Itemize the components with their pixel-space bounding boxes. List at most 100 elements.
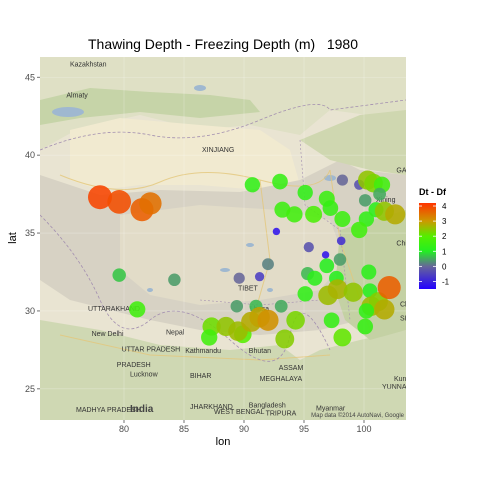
map-attribution: Map data ©2014 AutoNavi, Google <box>311 412 404 419</box>
map-label: PRADESH <box>117 362 151 369</box>
data-point <box>274 299 288 313</box>
data-point <box>286 311 305 330</box>
map-label: XINJIANG <box>202 147 234 154</box>
map-label: New Delhi <box>92 331 124 338</box>
data-point <box>336 236 346 246</box>
data-point <box>230 300 244 313</box>
color-legend: Dt - Df 4 3 2 1 0 -1 <box>419 187 450 289</box>
data-point <box>297 184 313 201</box>
data-point <box>272 227 281 236</box>
map-label: UTTARAKHAND <box>88 306 140 313</box>
map-label: Chengdu <box>400 301 429 308</box>
data-point <box>321 251 330 259</box>
map-label: Kathmandu <box>185 348 221 355</box>
legend-tick-label: -1 <box>442 277 450 286</box>
map-label: Chi <box>396 241 407 248</box>
y-tick-label: 35 <box>25 228 35 238</box>
y-tick-label: 40 <box>25 150 35 160</box>
legend-colorbar <box>419 203 436 289</box>
data-point <box>357 318 374 335</box>
data-point <box>254 272 265 282</box>
data-point <box>272 173 288 190</box>
x-axis-title: lon <box>216 436 231 448</box>
map-label: UTTAR PRADESH <box>122 346 181 353</box>
legend-tick-label: 2 <box>442 232 447 241</box>
x-tick-label: 85 <box>179 424 189 434</box>
map-label: YUNNAN <box>382 384 412 391</box>
data-point <box>112 268 126 282</box>
data-point <box>333 328 352 347</box>
map-label: Bangladesh <box>249 403 286 410</box>
map-label: SICHUAN <box>400 315 432 322</box>
data-point <box>286 206 303 223</box>
data-point <box>168 273 181 287</box>
data-point <box>333 253 347 266</box>
x-tick-label: 90 <box>239 424 249 434</box>
data-point <box>343 282 363 302</box>
legend-tick-label: 4 <box>442 202 447 211</box>
map-label: Bhutan <box>249 348 271 355</box>
data-point <box>319 258 335 274</box>
map-label: TRIPURA <box>266 410 297 417</box>
map-label: MEGHALAYA <box>260 376 303 383</box>
y-axis-title: lat <box>7 232 19 244</box>
legend-tick-label: 3 <box>442 217 447 226</box>
y-axis: 25 30 35 40 45 <box>25 72 40 394</box>
map-label: WEST BENGAL <box>214 409 265 416</box>
data-point <box>129 301 146 318</box>
y-tick-label: 30 <box>25 306 35 316</box>
map-label: TIBET <box>238 286 259 293</box>
x-axis: 80 85 90 95 100 <box>119 420 372 434</box>
data-point <box>233 272 245 284</box>
data-point <box>358 194 372 207</box>
data-point <box>334 211 351 228</box>
map-label: MADHYA PRADESH <box>76 407 141 414</box>
map-label: Kunming <box>394 376 422 383</box>
map-label: Myanmar <box>316 406 346 413</box>
data-point <box>139 192 162 215</box>
legend-title: Dt - Df <box>419 187 447 197</box>
map-label: BIHAR <box>190 373 211 380</box>
data-point <box>88 185 112 210</box>
data-point <box>373 187 386 201</box>
data-point <box>374 299 395 320</box>
data-point <box>201 329 218 346</box>
x-tick-label: 95 <box>299 424 309 434</box>
data-point <box>351 221 368 239</box>
map-label: Nepal <box>166 329 185 336</box>
data-point <box>262 258 274 271</box>
data-point <box>107 190 132 214</box>
map-label: Xining <box>376 197 396 204</box>
chart-title: Thawing Depth - Freezing Depth (m) 1980 <box>87 36 358 52</box>
data-point <box>327 279 348 300</box>
map-label: ASSAM <box>279 365 304 372</box>
y-tick-label: 25 <box>25 384 35 394</box>
map-label: Almaty <box>66 93 88 100</box>
data-point <box>297 286 313 302</box>
y-tick-label: 45 <box>25 72 35 82</box>
data-point <box>257 309 279 331</box>
data-point <box>377 276 401 300</box>
x-tick-label: 100 <box>356 424 371 434</box>
data-point <box>358 303 375 319</box>
data-point <box>305 205 323 223</box>
map-label-country: India <box>130 404 154 415</box>
map-label: Kazakhstan <box>70 61 107 68</box>
legend-tick-label: 0 <box>442 262 447 271</box>
map-label: JHARKHAND <box>190 404 233 411</box>
map-label: GANSU <box>396 167 421 174</box>
x-tick-label: 80 <box>119 424 129 434</box>
map-label: Lucknow <box>130 371 159 378</box>
map-background: Kazakhstan Almaty XINJIANG TIBET Nepal Kathma… <box>40 57 432 420</box>
data-point <box>244 177 261 193</box>
data-points <box>88 170 406 349</box>
legend-tick-label: 1 <box>442 247 447 256</box>
data-point <box>385 204 406 225</box>
data-point <box>361 264 377 280</box>
data-point <box>323 312 340 329</box>
data-point <box>307 270 323 286</box>
data-point <box>275 329 295 349</box>
data-point <box>303 241 314 253</box>
data-point <box>322 200 339 216</box>
